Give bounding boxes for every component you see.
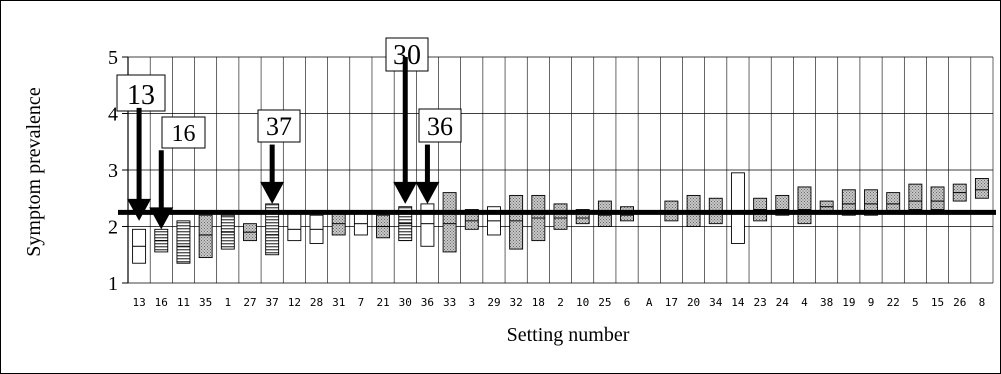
x-tick-label: 13 <box>132 296 145 309</box>
x-tick-label: 16 <box>155 296 168 309</box>
x-tick-label: 33 <box>443 296 456 309</box>
x-tick-label: 32 <box>510 296 523 309</box>
range-bar <box>864 189 878 216</box>
annotation-box <box>418 108 462 143</box>
range-bar <box>198 214 213 259</box>
annotation-arrow-head <box>149 207 174 230</box>
x-tick-label: 14 <box>731 296 745 309</box>
x-tick-label: 28 <box>310 296 323 309</box>
x-tick-label: 35 <box>199 296 212 309</box>
annotation-label: 13 <box>127 80 155 111</box>
x-tick-label: 18 <box>532 296 545 309</box>
x-tick-label: 20 <box>687 296 700 309</box>
x-tick-label: 3 <box>468 296 475 309</box>
y-axis-label: Symptom prevalence <box>23 87 45 257</box>
x-tick-label: 36 <box>421 296 434 309</box>
grid <box>127 56 994 284</box>
x-tick-label: A <box>646 296 653 309</box>
annotation-label: 16 <box>172 121 196 147</box>
x-tick-label: 1 <box>224 296 231 309</box>
x-tick-label: 9 <box>868 296 875 309</box>
range-bar <box>730 172 745 244</box>
x-tick-label: 21 <box>376 296 389 309</box>
x-tick-label: 25 <box>598 296 611 309</box>
x-tick-label: 5 <box>912 296 919 309</box>
x-tick-label: 24 <box>776 296 790 309</box>
x-tick-label: 31 <box>332 296 345 309</box>
range-bar <box>442 192 457 253</box>
x-tick-label: 10 <box>576 296 589 309</box>
x-tick-label: 12 <box>288 296 301 309</box>
annotation-box <box>257 109 301 143</box>
annotation-arrow-head <box>260 181 285 204</box>
x-tick-label: 17 <box>665 296 678 309</box>
x-tick-label: 22 <box>887 296 900 309</box>
x-tick-label: 23 <box>753 296 766 309</box>
x-tick-label: 26 <box>953 296 966 309</box>
y-tick-label: 3 <box>108 160 118 182</box>
y-tick-label: 2 <box>108 217 118 239</box>
y-tick-label: 4 <box>108 104 118 126</box>
range-bar <box>886 192 901 213</box>
x-axis-label: Setting number <box>507 324 630 346</box>
x-tick-label: 6 <box>624 296 631 309</box>
y-tick-label: 1 <box>108 273 118 295</box>
range-bar <box>287 211 302 242</box>
x-tick-label: 2 <box>557 296 564 309</box>
x-tick-label: 4 <box>801 296 808 309</box>
x-tick-label: 29 <box>487 296 500 309</box>
range-bar <box>176 220 191 264</box>
x-tick-label: 38 <box>820 296 833 309</box>
x-tick-label: 19 <box>842 296 855 309</box>
range-bar <box>841 189 856 216</box>
range-bar <box>553 203 568 230</box>
x-tick-label: 34 <box>709 296 723 309</box>
y-tick-label: 5 <box>108 47 118 69</box>
x-tick-label: 8 <box>979 296 986 309</box>
annotation-arrow-head <box>393 181 418 204</box>
x-tick-label: 27 <box>243 296 256 309</box>
range-bar <box>930 186 945 210</box>
range-bar <box>974 178 989 199</box>
x-tick-label: 37 <box>266 296 279 309</box>
annotation-arrow-head <box>415 181 440 204</box>
range-bar <box>908 183 923 210</box>
x-tick-label: 15 <box>931 296 944 309</box>
range-bar <box>797 186 812 225</box>
annotation-label: 37 <box>266 112 292 141</box>
annotation-box <box>161 116 206 149</box>
x-tick-label: 7 <box>358 296 365 309</box>
x-tick-label: 30 <box>399 296 412 309</box>
x-tick-label: 11 <box>177 296 190 309</box>
annotation-label: 36 <box>427 112 453 141</box>
range-bar <box>509 194 524 250</box>
annotation-arrow-head <box>127 198 152 221</box>
annotation-box <box>116 74 166 112</box>
